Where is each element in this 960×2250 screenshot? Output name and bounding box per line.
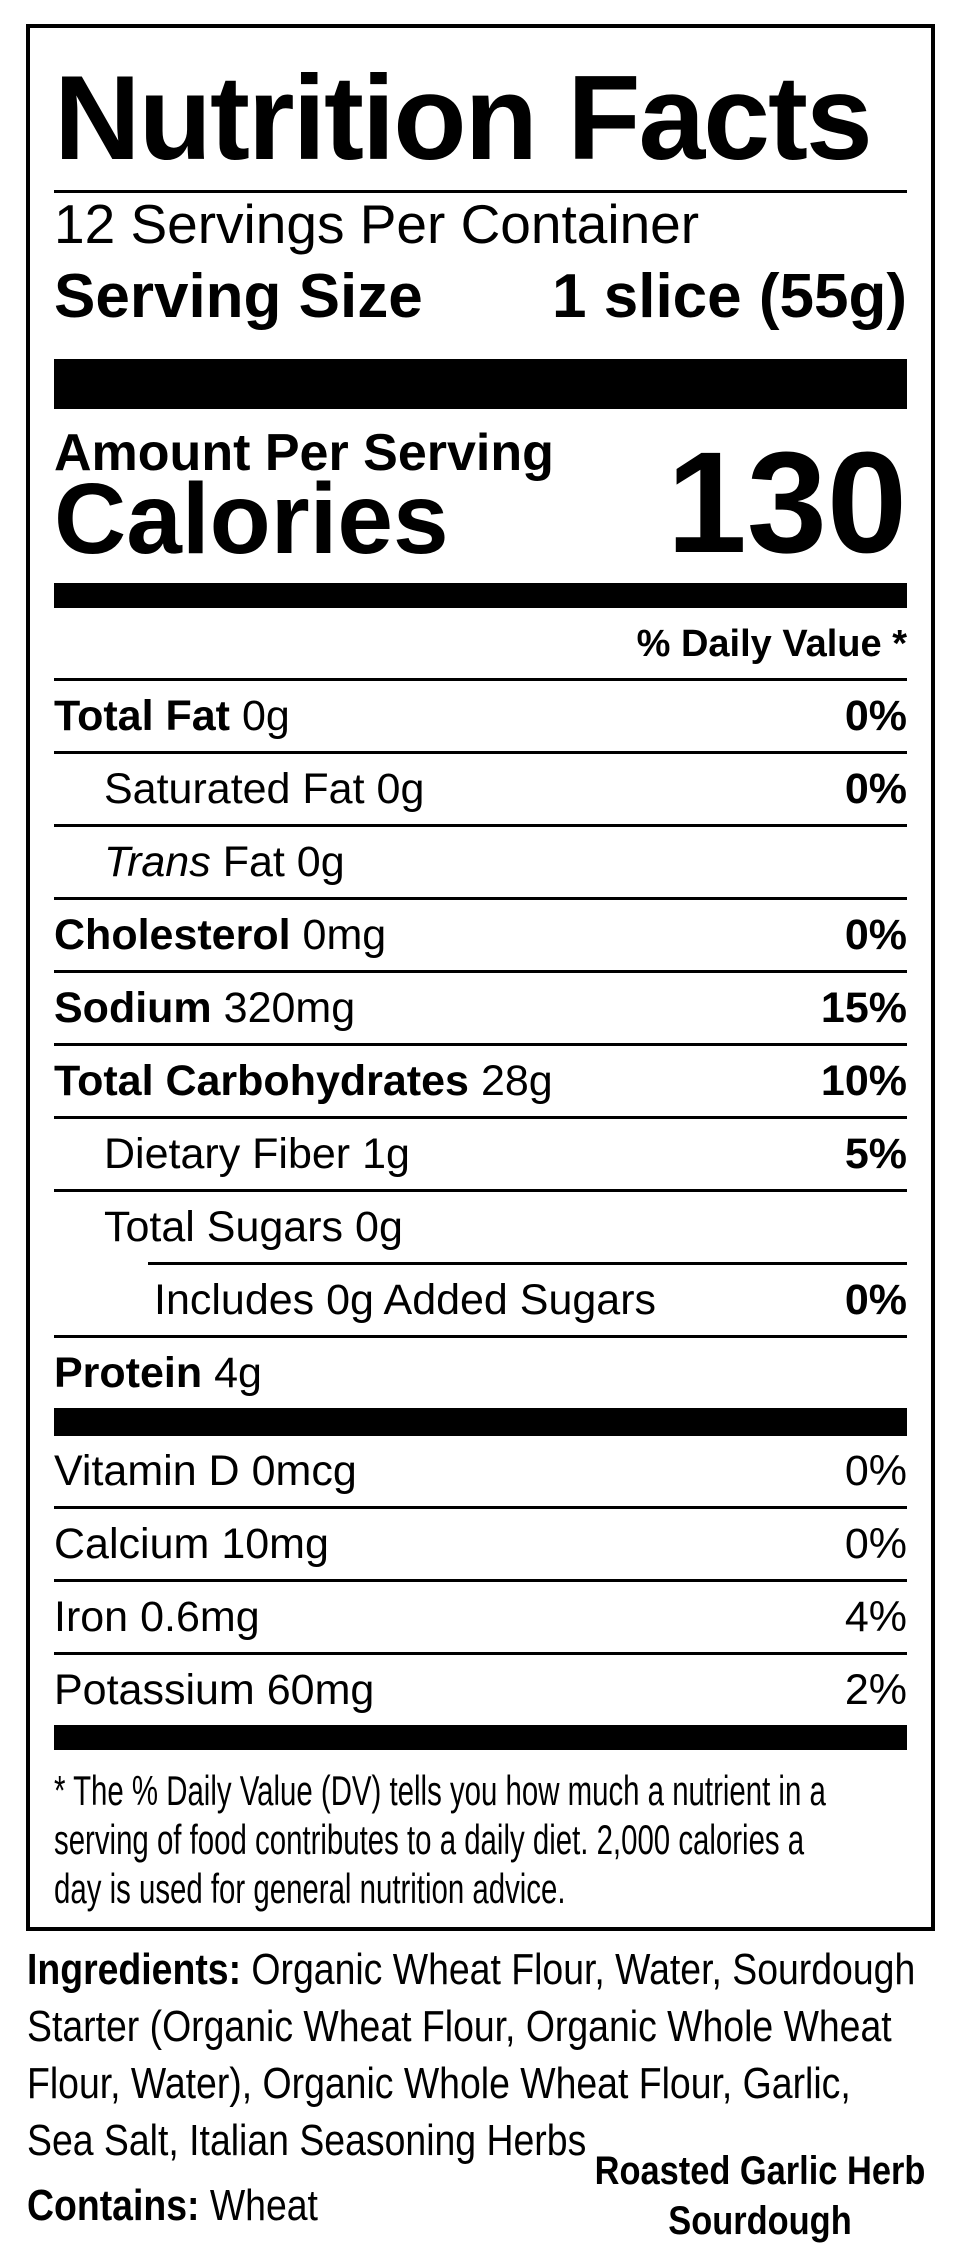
- product-name-line: Roasted Garlic Herb: [594, 2149, 926, 2193]
- nutrient-dv: 0%: [844, 691, 907, 740]
- nutrient-amount: 0g: [376, 764, 425, 813]
- nutrient-dv: 4%: [844, 1592, 907, 1641]
- nutrient-name: Total Sugars: [104, 1202, 344, 1251]
- nutrient-dv: 0%: [844, 1275, 907, 1324]
- contains-statement: Contains: Wheat: [27, 2177, 960, 2234]
- nutrient-amount: 0mcg: [251, 1446, 357, 1495]
- nutrient-row-trans-fat: Trans Fat 0g: [54, 827, 907, 900]
- footnote-line: serving of food contributes to a daily d…: [54, 1816, 805, 1863]
- ingredients-section: Ingredients: Organic Wheat Flour, Water,…: [27, 1941, 960, 2234]
- ingredients-line: Sea Salt, Italian Seasoning Herbs: [27, 2116, 587, 2165]
- footnote-line: * The % Daily Value (DV) tells you how m…: [54, 1767, 826, 1814]
- nutrient-name: Total Carbohydrates: [54, 1056, 469, 1105]
- product-name: Roasted Garlic Herb Sourdough: [588, 2146, 932, 2246]
- nutrient-name: Protein: [54, 1348, 203, 1397]
- label-title: Nutrition Facts: [54, 51, 873, 185]
- serving-size-row: Serving Size 1 slice (55g): [54, 261, 907, 333]
- nutrient-row-dietary-fiber: Dietary Fiber 1g 5%: [54, 1119, 907, 1192]
- nutrient-row-added-sugars: Includes 0g Added Sugars 0%: [54, 1265, 907, 1338]
- daily-value-footnote: * The % Daily Value (DV) tells you how m…: [54, 1750, 907, 1927]
- ingredients-line: Starter (Organic Wheat Flour, Organic Wh…: [27, 2002, 892, 2051]
- nutrient-amount: 0.6mg: [140, 1592, 260, 1641]
- nutrient-row-protein: Protein 4g: [54, 1338, 907, 1408]
- contains-value: Wheat: [209, 2181, 318, 2230]
- calories-label: Calories: [54, 463, 449, 575]
- title-divider: [54, 190, 907, 193]
- nutrient-name: Trans: [104, 837, 211, 886]
- nutrient-dv: 0%: [844, 1446, 907, 1495]
- nutrient-dv: 15%: [820, 983, 907, 1032]
- nutrition-facts-label: Nutrition Facts 12 Servings Per Containe…: [26, 24, 935, 1931]
- servings-per-container: 12 Servings Per Container: [54, 193, 700, 255]
- nutrient-row-potassium: Potassium 60mg 2%: [54, 1655, 907, 1725]
- nutrient-name: Potassium: [54, 1665, 255, 1714]
- nutrient-amount: 320mg: [223, 983, 356, 1032]
- nutrient-row-iron: Iron 0.6mg 4%: [54, 1582, 907, 1655]
- nutrient-name: Sodium: [54, 983, 212, 1032]
- nutrient-dv: 10%: [820, 1056, 907, 1105]
- thick-divider-bar: [54, 1408, 907, 1436]
- nutrient-row-vitamin-d: Vitamin D 0mcg 0%: [54, 1436, 907, 1509]
- nutrient-amount: 0g: [355, 1202, 403, 1251]
- nutrient-dv: 0%: [844, 764, 907, 813]
- calories-value: 130: [666, 422, 907, 583]
- nutrient-dv: 0%: [844, 910, 907, 959]
- nutrient-name: Saturated Fat: [104, 764, 365, 813]
- ingredients-line: Ingredients: Organic Wheat Flour, Water,…: [27, 1941, 960, 1998]
- serving-size-value: 1 slice (55g): [552, 262, 907, 331]
- calories-section: Amount Per Serving Calories 130: [54, 409, 907, 583]
- nutrient-amount: 60mg: [266, 1665, 375, 1714]
- ingredients-line: Flour, Water), Organic Whole Wheat Flour…: [27, 2059, 851, 2108]
- nutrient-amount: 28g: [480, 1056, 553, 1105]
- serving-size-label: Serving Size: [54, 262, 423, 331]
- nutrient-row-total-carbohydrates: Total Carbohydrates 28g 10%: [54, 1046, 907, 1119]
- nutrient-name: Includes 0g Added Sugars: [154, 1275, 657, 1324]
- nutrient-amount: 1g: [362, 1129, 410, 1178]
- ingredients-text: Organic Wheat Flour, Water, Sourdough: [251, 1945, 916, 1994]
- nutrient-amount: 0g: [241, 691, 290, 740]
- ingredients-label: Ingredients:: [27, 1945, 242, 1994]
- nutrient-row-sodium: Sodium 320mg 15%: [54, 973, 907, 1046]
- nutrient-dv: 0%: [844, 1519, 907, 1568]
- footnote-line: day is used for general nutrition advice…: [54, 1865, 566, 1912]
- thick-divider-bar: [54, 583, 907, 608]
- nutrient-row-total-sugars: Total Sugars 0g: [54, 1192, 907, 1262]
- nutrient-amount: 0mg: [302, 910, 387, 959]
- nutrient-name: Total Fat: [54, 691, 230, 740]
- nutrient-row-total-fat: Total Fat 0g 0%: [54, 681, 907, 754]
- amount-per-serving-label: Amount Per Serving: [54, 424, 554, 482]
- nutrient-name: Cholesterol: [54, 910, 291, 959]
- nutrient-row-cholesterol: Cholesterol 0mg 0%: [54, 900, 907, 973]
- nutrient-row-calcium: Calcium 10mg 0%: [54, 1509, 907, 1582]
- product-name-line: Sourdough: [668, 2199, 852, 2243]
- nutrient-name: Dietary Fiber: [104, 1129, 351, 1178]
- nutrient-amount: 10mg: [221, 1519, 329, 1568]
- nutrient-name: Iron: [54, 1592, 129, 1641]
- nutrient-name: Calcium: [54, 1519, 210, 1568]
- nutrient-amount: 4g: [214, 1348, 262, 1397]
- nutrient-dv: 2%: [844, 1665, 907, 1714]
- contains-label: Contains:: [27, 2181, 200, 2230]
- daily-value-header: % Daily Value *: [54, 608, 907, 681]
- thick-divider-bar: [54, 1725, 907, 1750]
- indented-divider: [148, 1262, 907, 1265]
- nutrient-dv: 5%: [844, 1129, 907, 1178]
- nutrient-name: Vitamin D: [54, 1446, 240, 1495]
- nutrient-row-saturated-fat: Saturated Fat 0g 0%: [54, 754, 907, 827]
- thick-divider-bar: [54, 359, 907, 409]
- nutrient-amount: Fat 0g: [222, 837, 345, 886]
